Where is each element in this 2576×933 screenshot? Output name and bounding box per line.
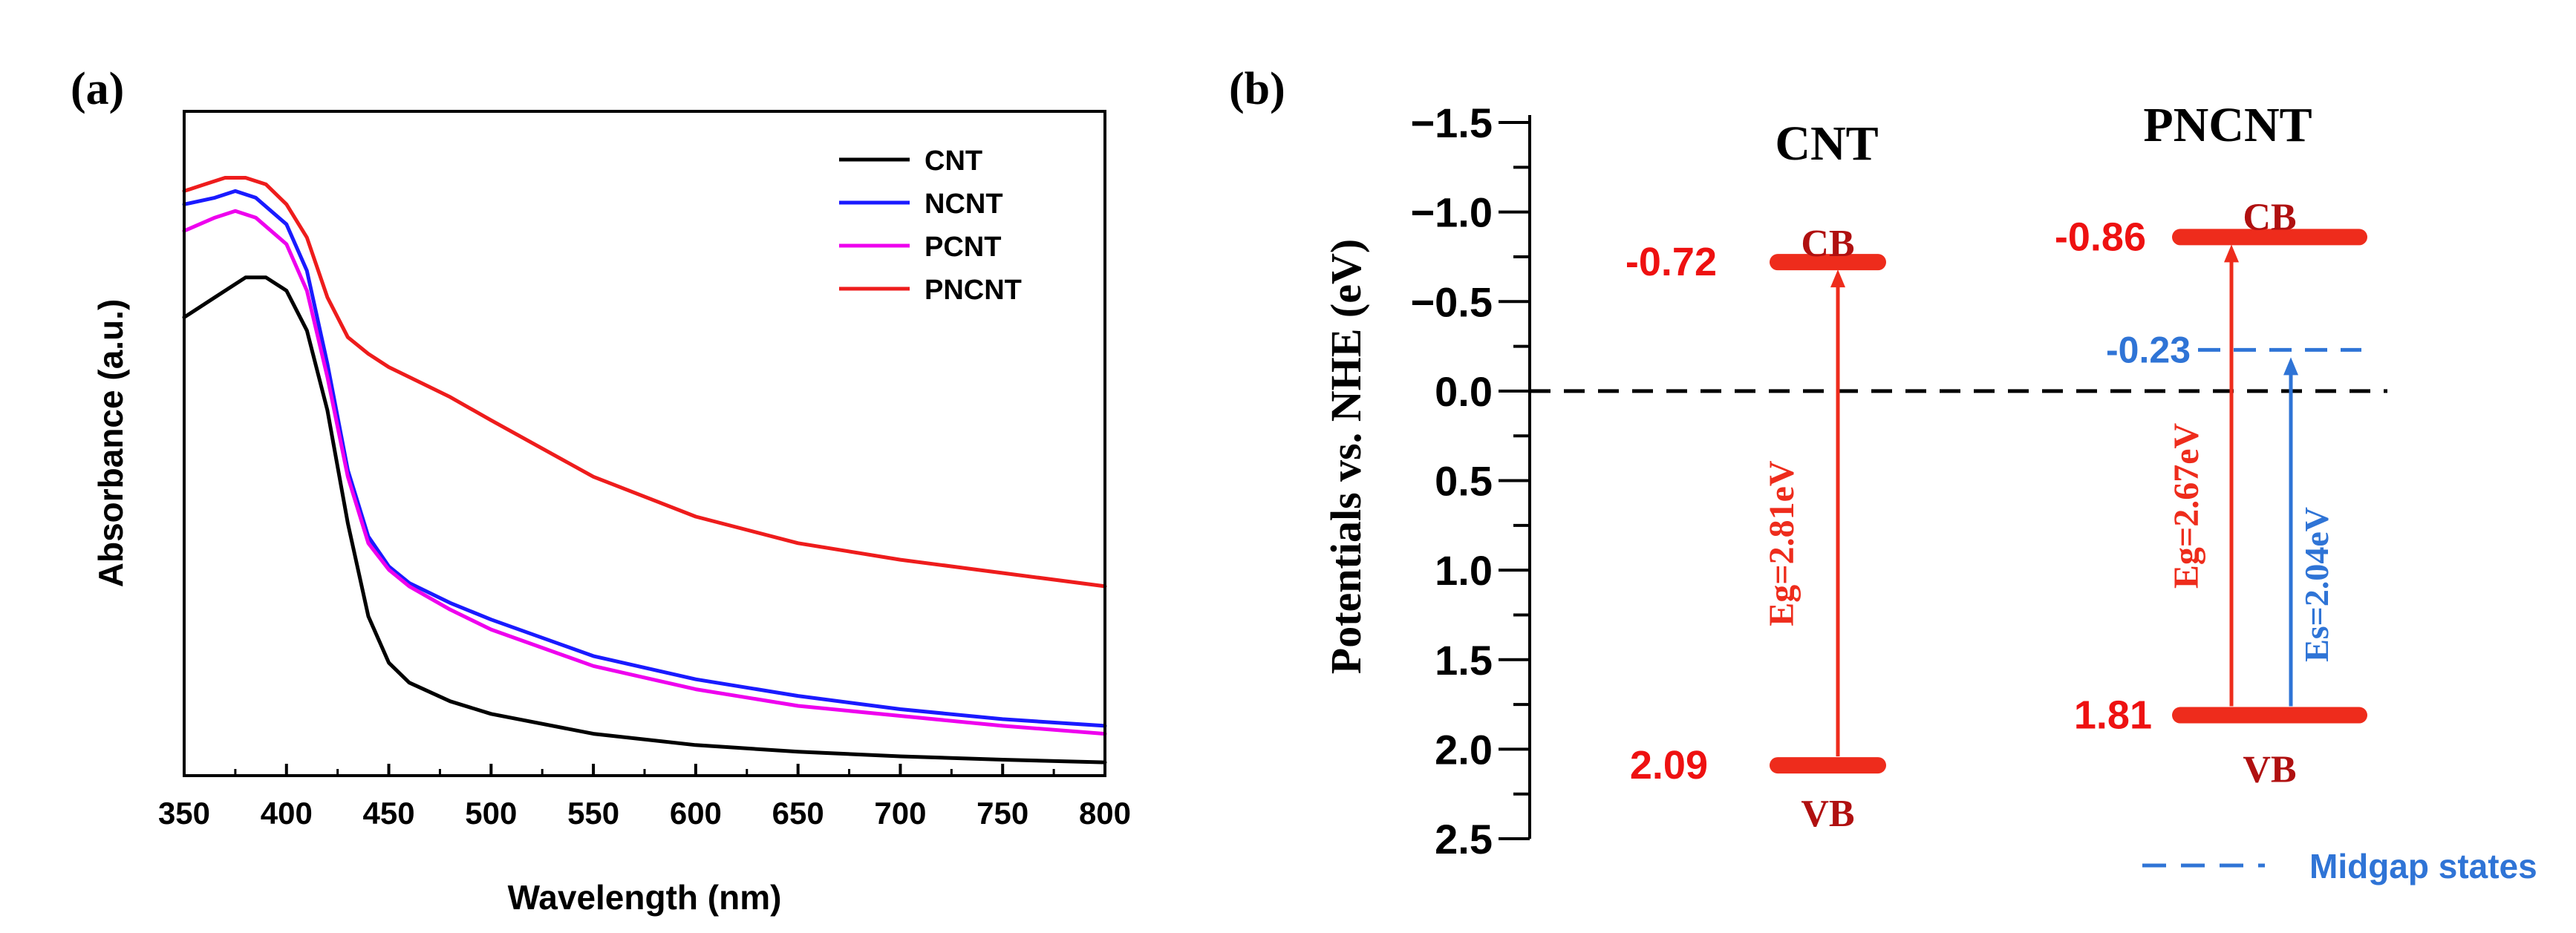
legend-label-ncnt: NCNT	[925, 189, 1003, 220]
x-tick-label-700: 700	[874, 796, 926, 831]
pncnt-conduction-band	[2172, 229, 2367, 246]
absorbance-series-pcnt	[182, 209, 1107, 736]
legend-label-pncnt: PNCNT	[925, 275, 1022, 306]
pncnt-title: PNCNT	[2143, 98, 2312, 152]
cnt-bandgap-label: Eg=2.81eV	[1762, 460, 1801, 626]
cnt-vb-value-label: 2.09	[1630, 743, 1708, 788]
pncnt-bandgap-label: Eg=2.67eV	[2167, 422, 2206, 589]
legend-label-cnt: CNT	[925, 145, 982, 177]
pncnt-eg-head	[2224, 244, 2239, 263]
midgap-value-label: -0.23	[2106, 329, 2191, 370]
absorbance-chart: 350 400 450 500 550 600 650 700 750 800 Wavelengt…	[91, 110, 1131, 917]
panel-a-label: (a)	[71, 64, 124, 114]
pncnt-cb-text: CB	[2243, 196, 2296, 238]
pncnt-valence-band	[2172, 707, 2367, 724]
pncnt-bandgap-arrow	[2224, 244, 2239, 707]
y-tick-label: 2.0	[1435, 726, 1493, 773]
cnt-cb-value-label: -0.72	[1626, 240, 1717, 284]
absorbance-series-ncnt	[182, 189, 1107, 728]
pncnt-vb-value-label: 1.81	[2074, 693, 2152, 738]
cnt-conduction-band	[1770, 254, 1886, 271]
absorbance-series-pncnt	[182, 176, 1107, 589]
y-tick-label: 1.5	[1435, 637, 1493, 684]
band-diagram: −1.5 −1.0 −0.5 0.0 0.5 1.0 1.5 2.0 2.5 Potential…	[1322, 98, 2537, 885]
absorbance-x-ticks: 350 400 450 500 550 600 650 700 750 800	[158, 764, 1131, 831]
midgap-excitation-arrow	[2283, 357, 2298, 707]
absorbance-y-axis-label: Absorbance (a.u.)	[91, 299, 130, 588]
y-tick-label: −1.0	[1410, 189, 1493, 236]
midgap-energy-label: Es=2.04eV	[2298, 507, 2335, 662]
midgap-legend-label: Midgap states	[2309, 847, 2537, 885]
absorbance-plot-area	[182, 176, 1107, 765]
x-tick-label-350: 350	[158, 796, 210, 831]
legend-label-pcnt: PCNT	[925, 232, 1001, 263]
y-tick-label: 0.5	[1435, 458, 1493, 505]
cnt-eg-head	[1830, 269, 1845, 288]
x-tick-label-650: 650	[772, 796, 824, 831]
absorbance-x-axis-label: Wavelength (nm)	[508, 878, 782, 917]
x-tick-label-750: 750	[976, 796, 1028, 831]
x-tick-label-450: 450	[363, 796, 415, 831]
cnt-title: CNT	[1775, 117, 1878, 171]
cnt-bandgap-arrow	[1830, 269, 1845, 757]
pncnt-cb-value-label: -0.86	[2055, 215, 2146, 259]
panel-b-label: (b)	[1229, 64, 1285, 114]
absorbance-legend: CNT NCNT PCNT PNCNT	[839, 145, 1022, 306]
y-tick-label: 1.0	[1435, 547, 1493, 594]
y-tick-label: 0.0	[1435, 368, 1493, 415]
band-y-ticks: −1.5 −1.0 −0.5 0.0 0.5 1.0 1.5 2.0 2.5	[1410, 99, 1530, 862]
cnt-valence-band	[1770, 757, 1886, 774]
absorbance-series-cnt	[182, 275, 1107, 765]
cnt-vb-text: VB	[1801, 793, 1854, 835]
band-y-axis-label: Potentials vs. NHE (eV)	[1322, 239, 1370, 674]
cnt-cb-text: CB	[1801, 223, 1854, 265]
x-tick-label-400: 400	[261, 796, 313, 831]
midgap-head	[2283, 357, 2298, 376]
pncnt-vb-text: VB	[2243, 749, 2296, 791]
y-tick-label: −0.5	[1410, 278, 1493, 325]
y-tick-label: 2.5	[1435, 816, 1493, 862]
x-tick-label-800: 800	[1079, 796, 1131, 831]
y-tick-label: −1.5	[1410, 99, 1493, 146]
x-tick-label-550: 550	[567, 796, 619, 831]
x-tick-label-500: 500	[465, 796, 517, 831]
x-tick-label-600: 600	[670, 796, 722, 831]
